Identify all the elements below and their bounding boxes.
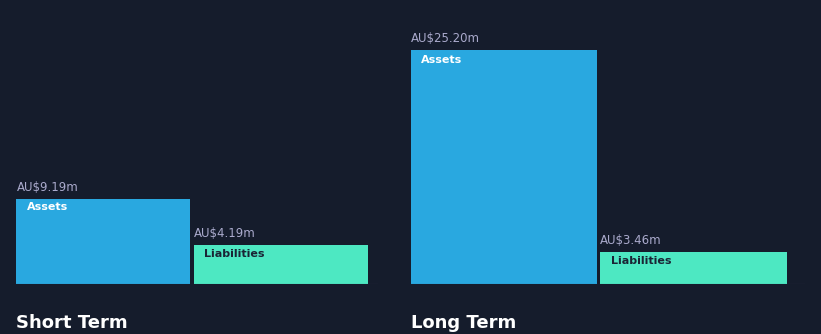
Bar	[600, 252, 787, 284]
Text: Short Term: Short Term	[16, 314, 128, 332]
Text: Liabilities: Liabilities	[611, 256, 672, 266]
Bar	[194, 245, 368, 284]
Bar	[410, 50, 597, 284]
Text: Assets: Assets	[26, 202, 67, 212]
Text: AU$3.46m: AU$3.46m	[600, 234, 662, 247]
Text: AU$9.19m: AU$9.19m	[16, 181, 78, 194]
Text: AU$25.20m: AU$25.20m	[410, 32, 479, 45]
Text: Assets: Assets	[421, 55, 462, 65]
Text: Long Term: Long Term	[410, 314, 516, 332]
Text: Liabilities: Liabilities	[204, 249, 264, 259]
Text: AU$4.19m: AU$4.19m	[194, 227, 255, 240]
Bar	[16, 199, 190, 284]
